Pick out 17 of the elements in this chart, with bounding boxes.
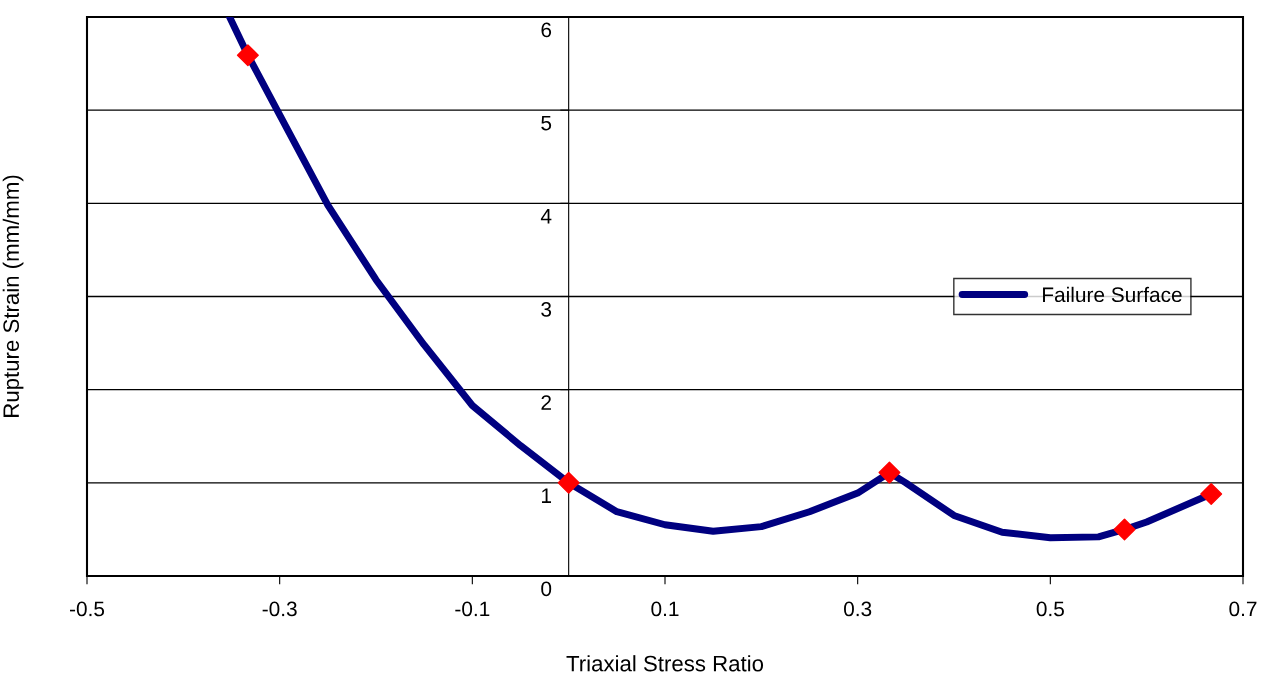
x-axis-title: Triaxial Stress Ratio — [566, 655, 764, 672]
y-tick-label: 1 — [542, 488, 551, 503]
x-tick-label: 0.1 — [651, 601, 679, 617]
legend-label: Failure Surface — [1043, 286, 1182, 303]
y-tick-label: 5 — [541, 115, 552, 131]
y-tick-label: 0 — [541, 581, 552, 597]
y-tick-label: 4 — [540, 209, 552, 224]
y-tick-label: 2 — [541, 395, 551, 410]
x-tick-label: -0.1 — [455, 601, 490, 617]
y-tick-label: 6 — [541, 22, 552, 38]
x-tick-label: 0.5 — [1036, 601, 1064, 617]
x-tick-label: 0.3 — [844, 601, 872, 617]
y-tick-label: 3 — [541, 302, 552, 317]
y-axis-title: Rupture Strain (mm/mm) — [2, 175, 24, 417]
x-tick-label: -0.5 — [69, 601, 105, 617]
x-tick-label: -0.3 — [262, 601, 297, 617]
x-tick-label: 0.7 — [1229, 601, 1257, 617]
